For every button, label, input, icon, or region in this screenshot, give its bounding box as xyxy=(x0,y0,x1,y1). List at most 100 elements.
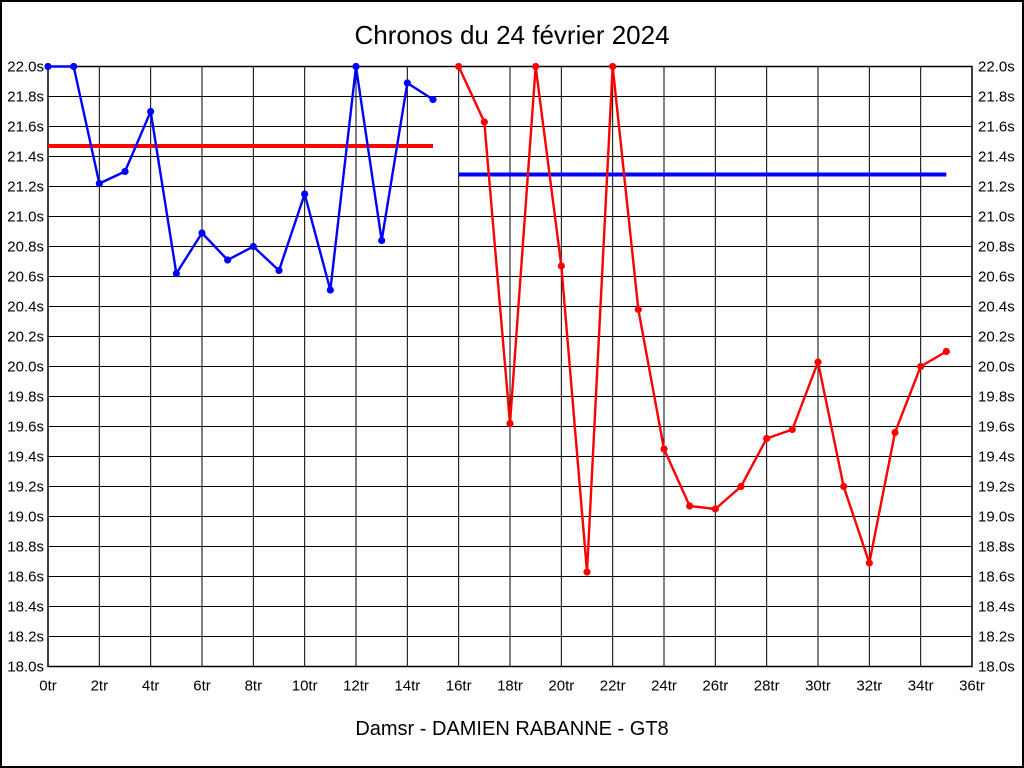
y-axis-tick-label-left: 19.4s xyxy=(7,449,44,466)
driver-label: Damsr - DAMIEN RABANNE - GT8 xyxy=(355,718,669,740)
blue-laps-data-point-marker xyxy=(403,79,411,87)
y-axis-tick-label-right: 18.0s xyxy=(978,659,1015,676)
y-axis-tick-label-left: 21.2s xyxy=(7,179,44,196)
red-laps-data-point-marker xyxy=(583,568,591,576)
x-axis-tick-label: 14tr xyxy=(394,678,420,695)
y-axis-tick-label-right: 22.0s xyxy=(978,59,1015,76)
y-axis-tick-label-right: 20.0s xyxy=(978,359,1015,376)
x-axis-tick-label: 10tr xyxy=(292,678,318,695)
red-laps-data-point-marker xyxy=(455,62,463,71)
y-axis-tick-label-left: 18.2s xyxy=(7,629,44,646)
y-axis-tick-label-left: 21.4s xyxy=(7,149,44,166)
blue-laps-data-point-marker xyxy=(275,266,283,275)
red-laps-data-point-marker xyxy=(788,425,796,434)
x-axis-tick-label: 0tr xyxy=(39,678,57,695)
red-laps-data-point-marker xyxy=(737,482,745,491)
x-axis-tick-label: 24tr xyxy=(651,678,677,695)
y-axis-tick-label-left: 19.6s xyxy=(7,419,44,436)
y-axis-tick-label-right: 21.0s xyxy=(978,209,1015,226)
red-laps-data-point-marker xyxy=(865,559,873,567)
x-axis-tick-label: 4tr xyxy=(142,678,160,695)
y-axis-tick-label-right: 21.6s xyxy=(978,119,1015,136)
red-laps-data-point-marker xyxy=(840,482,848,491)
red-laps-data-point-marker xyxy=(891,428,899,437)
red-laps-series xyxy=(455,62,950,576)
y-axis-tick-label-left: 18.8s xyxy=(7,539,44,556)
blue-laps-data-point-marker xyxy=(95,179,103,188)
blue-laps-data-point-marker xyxy=(352,62,360,71)
y-axis-tick-label-right: 19.0s xyxy=(978,509,1015,526)
x-axis-tick-label: 8tr xyxy=(245,678,263,695)
blue-laps-data-point-marker xyxy=(224,256,232,264)
y-axis-tick-label-left: 18.6s xyxy=(7,569,44,586)
y-axis-tick-label-left: 20.6s xyxy=(7,269,44,286)
blue-laps-data-point-marker xyxy=(172,269,180,278)
red-laps-data-point-marker xyxy=(917,362,925,371)
y-axis-tick-label-left: 21.0s xyxy=(7,209,44,226)
x-axis-tick-label: 18tr xyxy=(497,678,523,695)
x-axis-tick-label: 12tr xyxy=(343,678,369,695)
blue-laps-data-point-marker xyxy=(429,95,437,104)
y-axis-tick-label-left: 21.8s xyxy=(7,89,44,106)
blue-laps-data-point-marker xyxy=(198,229,206,237)
x-axis-tick-label: 20tr xyxy=(548,678,574,695)
blue-laps-series xyxy=(44,62,437,294)
blue-laps-data-point-marker xyxy=(301,190,309,198)
axis-labels: 22.0s 22.0s 21.8s 21.8s 21.6s 21.6s 21.4s 21.4s… xyxy=(7,59,1014,695)
x-axis-tick-label: 6tr xyxy=(193,678,211,695)
red-laps-data-point-marker xyxy=(814,358,822,366)
red-laps-data-point-marker xyxy=(763,434,771,443)
red-laps-data-point-marker xyxy=(506,419,514,428)
y-axis-tick-label-left: 20.0s xyxy=(7,359,44,376)
y-axis-tick-label-left: 19.0s xyxy=(7,509,44,526)
y-axis-tick-label-left: 20.4s xyxy=(7,299,44,316)
red-laps-data-point-marker xyxy=(609,62,617,71)
y-axis-tick-label-right: 20.6s xyxy=(978,269,1015,286)
y-axis-tick-label-right: 19.6s xyxy=(978,419,1015,436)
red-laps-data-point-marker xyxy=(480,118,488,126)
red-laps-data-point-marker xyxy=(532,62,540,71)
y-axis-tick-label-left: 22.0s xyxy=(7,59,44,76)
y-axis-tick-label-right: 19.2s xyxy=(978,479,1015,496)
y-axis-tick-label-right: 20.4s xyxy=(978,299,1015,316)
blue-laps-line xyxy=(48,65,434,292)
chart-title: Chronos du 24 février 2024 xyxy=(354,20,670,50)
plot-border xyxy=(47,65,973,668)
x-axis-tick-label: 28tr xyxy=(754,678,780,695)
red-laps-data-point-marker xyxy=(557,262,565,270)
y-axis-tick-label-right: 21.2s xyxy=(978,179,1015,196)
y-axis-tick-label-left: 21.6s xyxy=(7,119,44,136)
x-axis-tick-label: 16tr xyxy=(446,678,472,695)
y-axis-tick-label-right: 19.4s xyxy=(978,449,1015,466)
y-axis-tick-label-left: 20.2s xyxy=(7,329,44,346)
y-axis-tick-label-right: 20.2s xyxy=(978,329,1015,346)
red-laps-data-point-marker xyxy=(686,502,694,510)
red-laps-data-point-marker xyxy=(660,445,668,453)
grid xyxy=(47,66,973,667)
x-axis-tick-label: 34tr xyxy=(908,678,934,695)
blue-laps-data-point-marker xyxy=(326,286,334,294)
y-axis-tick-label-right: 20.8s xyxy=(978,239,1015,256)
blue-laps-data-point-marker xyxy=(44,62,52,71)
y-axis-tick-label-left: 18.4s xyxy=(7,599,44,616)
red-laps-line xyxy=(457,65,947,574)
blue-laps-data-point-marker xyxy=(147,107,155,116)
blue-laps-data-point-marker xyxy=(249,242,257,251)
y-axis-tick-label-right: 19.8s xyxy=(978,389,1015,406)
blue-laps-data-point-marker xyxy=(121,167,129,176)
blue-laps-data-point-marker xyxy=(378,236,386,245)
y-axis-tick-label-right: 18.8s xyxy=(978,539,1015,556)
y-axis-tick-label-right: 18.4s xyxy=(978,599,1015,616)
y-axis-tick-label-left: 19.2s xyxy=(7,479,44,496)
x-axis-tick-label: 30tr xyxy=(805,678,831,695)
red-laps-data-point-marker xyxy=(711,505,719,513)
y-axis-tick-label-left: 20.8s xyxy=(7,239,44,256)
x-axis-tick-label: 22tr xyxy=(600,678,626,695)
x-axis-tick-label: 26tr xyxy=(702,678,728,695)
y-axis-tick-label-right: 21.4s xyxy=(978,149,1015,166)
x-axis-tick-label: 2tr xyxy=(91,678,109,695)
y-axis-tick-label-right: 21.8s xyxy=(978,89,1015,106)
y-axis-tick-label-right: 18.2s xyxy=(978,629,1015,646)
